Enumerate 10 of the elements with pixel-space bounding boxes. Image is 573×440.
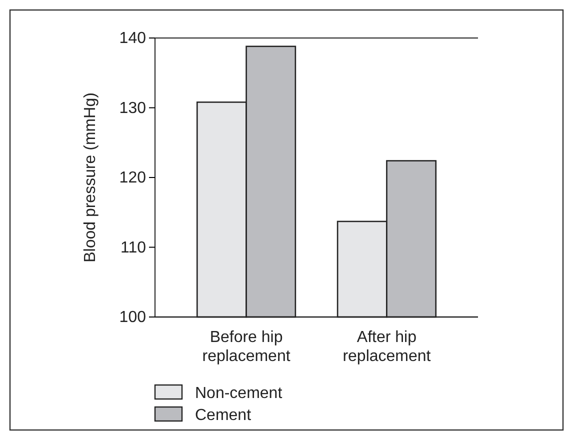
y-axis-title: Blood pressure (mmHg) — [82, 92, 99, 262]
x-tick-label: After hip replacement — [342, 329, 432, 366]
y-tick-label: 140 — [119, 30, 146, 48]
legend-label: Non-cement — [195, 385, 283, 402]
y-tick-label: 100 — [119, 309, 146, 326]
y-tick-label: 110 — [120, 239, 146, 256]
x-tick-label: Before hip replacement — [202, 329, 291, 366]
y-tick-label: 130 — [119, 100, 146, 117]
y-tick-label: 120 — [119, 170, 146, 187]
legend-label: Cement — [195, 407, 252, 424]
